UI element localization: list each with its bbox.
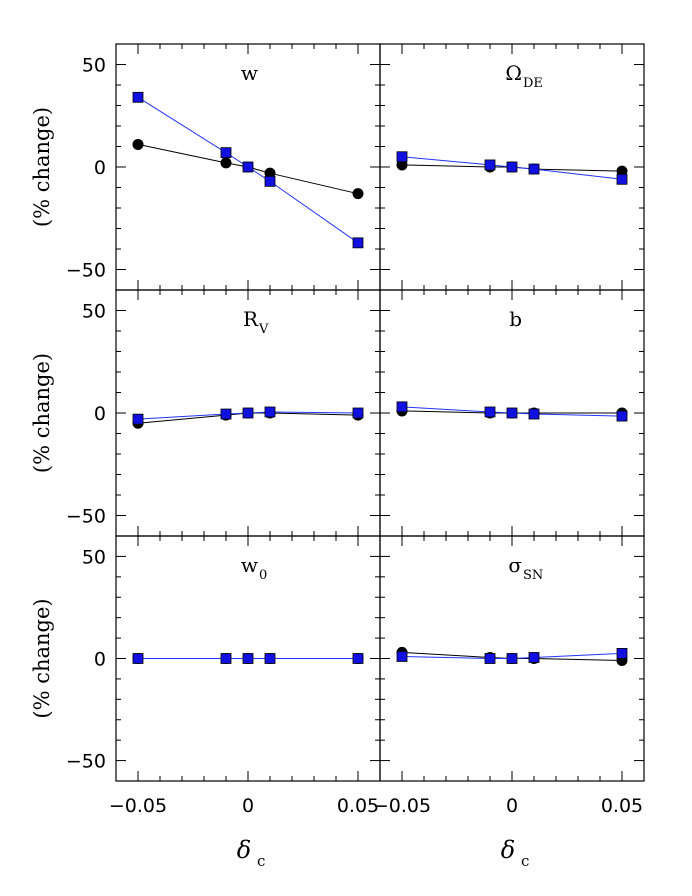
panel-label: w bbox=[241, 61, 258, 85]
point-circle bbox=[616, 165, 628, 177]
y-tick-label: 0 bbox=[94, 157, 106, 179]
x-axis-label: δ bbox=[237, 836, 251, 864]
point-square bbox=[484, 159, 496, 171]
point-square bbox=[396, 651, 408, 662]
x-tick-label: 0.05 bbox=[601, 795, 643, 817]
panel-label: R bbox=[243, 307, 259, 331]
point-square bbox=[528, 408, 540, 420]
point-square bbox=[396, 401, 408, 413]
point-square bbox=[352, 653, 364, 664]
point-square bbox=[506, 161, 518, 173]
point-square bbox=[616, 173, 628, 185]
panel-label-sub: SN bbox=[523, 568, 543, 583]
point-square bbox=[220, 653, 232, 664]
panel-frame bbox=[379, 535, 645, 782]
point-circle bbox=[352, 188, 364, 200]
panel-label-sub: DE bbox=[523, 76, 543, 91]
point-square bbox=[396, 151, 408, 163]
panel-4: b bbox=[379, 289, 645, 537]
point-circle bbox=[264, 167, 276, 179]
panel-2: Ω DE bbox=[379, 43, 645, 291]
point-square bbox=[616, 410, 628, 422]
point-square bbox=[220, 147, 232, 159]
y-tick-label: −50 bbox=[66, 260, 106, 282]
point-circle bbox=[132, 138, 144, 150]
panel-label: w bbox=[241, 553, 258, 577]
point-square bbox=[264, 175, 276, 187]
point-square bbox=[484, 653, 496, 664]
panel-label: b bbox=[509, 307, 522, 331]
y-axis-label: (% change) bbox=[30, 598, 54, 718]
y-axis-label: (% change) bbox=[30, 353, 54, 473]
y-tick-label: −50 bbox=[66, 751, 106, 773]
point-square bbox=[132, 653, 144, 664]
point-square bbox=[242, 653, 254, 664]
y-tick-label: 0 bbox=[94, 649, 106, 671]
panel-label: σ bbox=[508, 553, 522, 577]
x-axis-label-sub: c bbox=[257, 852, 265, 870]
x-axis-label: δ bbox=[501, 836, 515, 864]
x-axis-label-sub: c bbox=[521, 852, 529, 870]
point-square bbox=[352, 407, 364, 419]
point-square bbox=[220, 408, 232, 420]
x-tick-label: 0 bbox=[506, 795, 518, 817]
x-tick-label: −0.05 bbox=[109, 795, 167, 817]
panel-1: −50 0 50 (% change) w bbox=[30, 43, 381, 291]
panel-label: Ω bbox=[505, 61, 522, 85]
point-circle bbox=[396, 159, 408, 171]
point-square bbox=[506, 653, 518, 664]
point-square bbox=[528, 163, 540, 175]
point-square bbox=[242, 407, 254, 419]
point-circle bbox=[220, 157, 232, 169]
y-tick-label: −50 bbox=[66, 506, 106, 528]
panel-6: −0.05 0 0.05 δ c σ SN bbox=[373, 535, 645, 870]
y-tick-label: 50 bbox=[82, 546, 106, 568]
y-tick-label: 0 bbox=[94, 403, 106, 425]
panel-3: −50 0 50 (% change) R V bbox=[30, 289, 381, 537]
point-square bbox=[242, 161, 254, 173]
y-axis-label: (% change) bbox=[30, 107, 54, 227]
point-square bbox=[506, 407, 518, 419]
x-tick-label: −0.05 bbox=[373, 795, 431, 817]
panel-label-sub: V bbox=[258, 322, 269, 337]
point-square bbox=[528, 652, 540, 663]
point-square bbox=[132, 413, 144, 425]
point-square bbox=[132, 91, 144, 103]
panel-label-sub: 0 bbox=[259, 568, 267, 583]
point-square bbox=[352, 237, 364, 249]
x-tick-label: 0 bbox=[242, 795, 254, 817]
point-square bbox=[616, 647, 628, 659]
point-square bbox=[484, 406, 496, 418]
point-square bbox=[264, 406, 276, 418]
point-square bbox=[264, 653, 276, 664]
x-tick-label: 0.05 bbox=[337, 795, 379, 817]
y-tick-label: 50 bbox=[82, 55, 106, 77]
y-tick-label: 50 bbox=[82, 301, 106, 323]
